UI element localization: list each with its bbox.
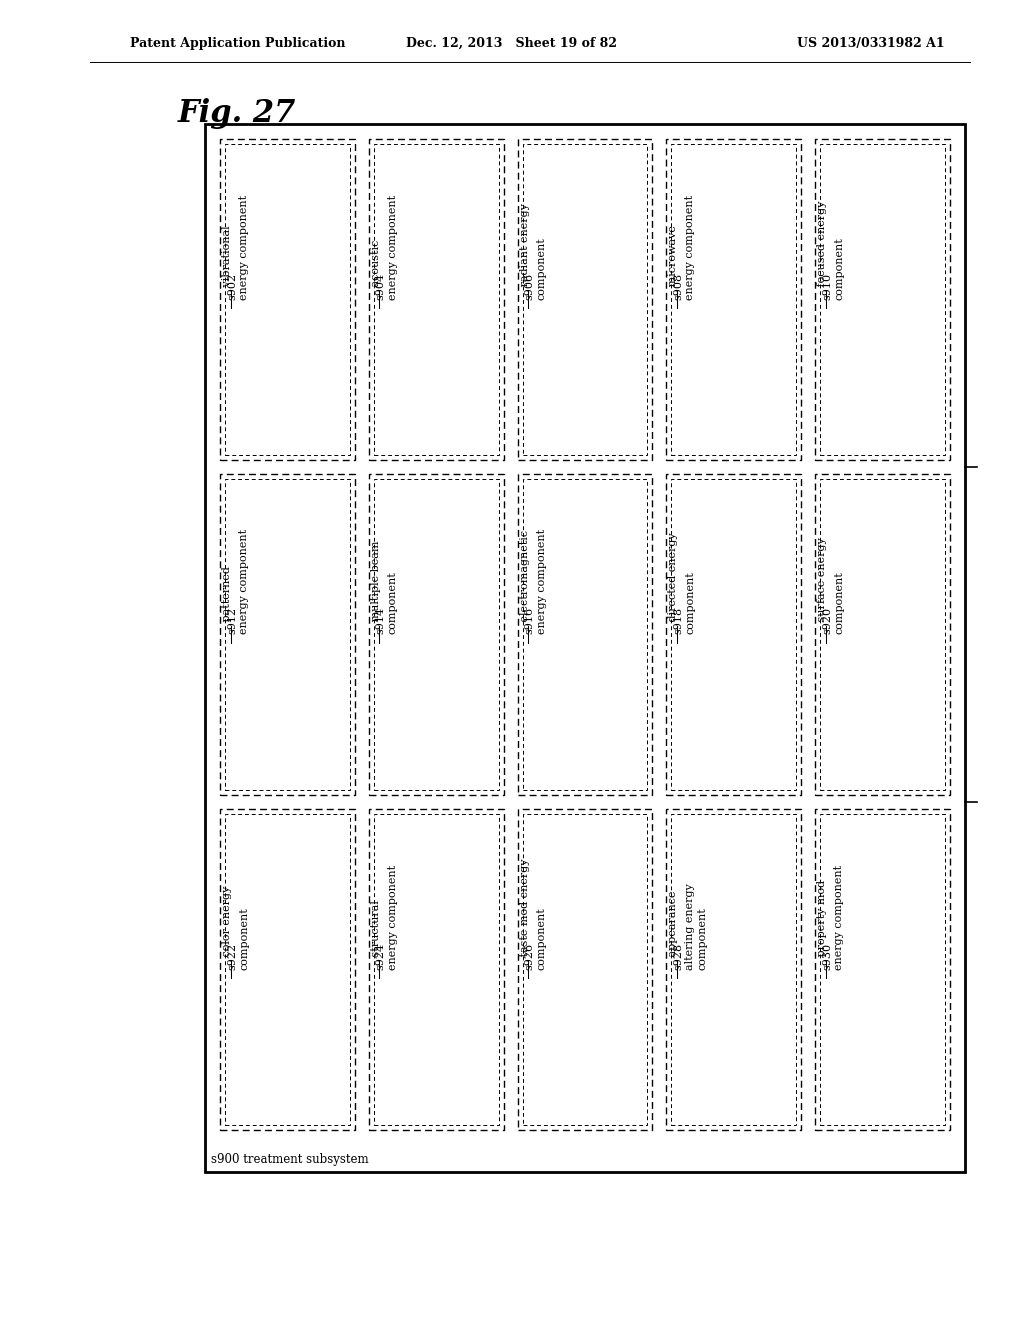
Bar	[220, 474, 354, 795]
Bar	[220, 139, 354, 459]
Text: s926: s926	[524, 942, 535, 969]
Text: s908: s908	[674, 272, 683, 300]
Bar	[667, 139, 801, 459]
Text: s930: s930	[822, 942, 833, 969]
Text: focused energy: focused energy	[817, 201, 827, 289]
Text: component: component	[697, 907, 708, 969]
Text: vibrational: vibrational	[222, 226, 232, 289]
Text: surface energy: surface energy	[817, 537, 827, 624]
Text: Fig. 27: Fig. 27	[178, 98, 296, 129]
Text: s906: s906	[524, 272, 535, 300]
Bar	[374, 479, 499, 789]
Text: component: component	[537, 236, 547, 300]
Text: s914: s914	[376, 607, 386, 635]
Text: energy component: energy component	[239, 194, 249, 300]
Text: component: component	[835, 236, 844, 300]
Bar	[820, 479, 945, 789]
Text: directed energy: directed energy	[669, 532, 679, 624]
Text: microwave: microwave	[669, 224, 679, 289]
Text: s922: s922	[227, 942, 237, 969]
Bar	[225, 479, 350, 789]
Bar	[667, 809, 801, 1130]
Text: s902: s902	[227, 272, 237, 300]
Bar	[374, 814, 499, 1125]
Text: energy component: energy component	[835, 865, 844, 969]
Bar	[225, 814, 350, 1125]
Text: radiant energy: radiant energy	[519, 203, 529, 289]
Text: taste mod energy: taste mod energy	[519, 858, 529, 960]
Bar	[522, 144, 647, 455]
Text: electromagnetic: electromagnetic	[519, 529, 529, 624]
Text: appearance: appearance	[669, 890, 679, 960]
Text: acoustic: acoustic	[371, 239, 381, 289]
Text: component: component	[537, 907, 547, 969]
Text: property mod: property mod	[817, 879, 827, 960]
Text: structural: structural	[371, 900, 381, 960]
Bar	[517, 809, 652, 1130]
Bar	[374, 144, 499, 455]
Text: component: component	[388, 572, 397, 635]
Text: s918: s918	[674, 607, 683, 635]
Text: Patent Application Publication: Patent Application Publication	[130, 37, 345, 50]
Text: energy component: energy component	[388, 865, 397, 969]
Bar	[369, 139, 504, 459]
Text: component: component	[685, 572, 695, 635]
Bar	[522, 479, 647, 789]
Text: component: component	[239, 907, 249, 969]
Bar	[369, 474, 504, 795]
Text: altering energy: altering energy	[685, 883, 695, 969]
Bar	[517, 139, 652, 459]
Text: component: component	[835, 572, 844, 635]
Text: US 2013/0331982 A1: US 2013/0331982 A1	[798, 37, 945, 50]
Bar	[672, 144, 797, 455]
Text: Dec. 12, 2013   Sheet 19 of 82: Dec. 12, 2013 Sheet 19 of 82	[407, 37, 617, 50]
Bar	[517, 474, 652, 795]
Text: s916: s916	[524, 607, 535, 635]
Text: s910: s910	[822, 272, 833, 300]
Text: s924: s924	[376, 942, 386, 969]
Bar	[672, 814, 797, 1125]
Bar	[672, 479, 797, 789]
Bar	[220, 809, 354, 1130]
Text: s904: s904	[376, 272, 386, 300]
Bar	[205, 124, 965, 1172]
Bar	[369, 809, 504, 1130]
Bar	[815, 139, 950, 459]
Bar	[820, 144, 945, 455]
Text: s912: s912	[227, 607, 237, 635]
Text: energy component: energy component	[388, 194, 397, 300]
Text: energy component: energy component	[685, 194, 695, 300]
Text: s900 treatment subsystem: s900 treatment subsystem	[211, 1152, 369, 1166]
Text: energy component: energy component	[239, 529, 249, 635]
Bar	[225, 144, 350, 455]
Text: patterned: patterned	[222, 566, 232, 624]
Bar	[815, 474, 950, 795]
Bar	[522, 814, 647, 1125]
Bar	[820, 814, 945, 1125]
Bar	[667, 474, 801, 795]
Text: multiple beam: multiple beam	[371, 540, 381, 624]
Bar	[815, 809, 950, 1130]
Text: color energy: color energy	[222, 886, 232, 960]
Text: s928: s928	[674, 942, 683, 969]
Text: s920: s920	[822, 607, 833, 635]
Text: energy component: energy component	[537, 529, 547, 635]
